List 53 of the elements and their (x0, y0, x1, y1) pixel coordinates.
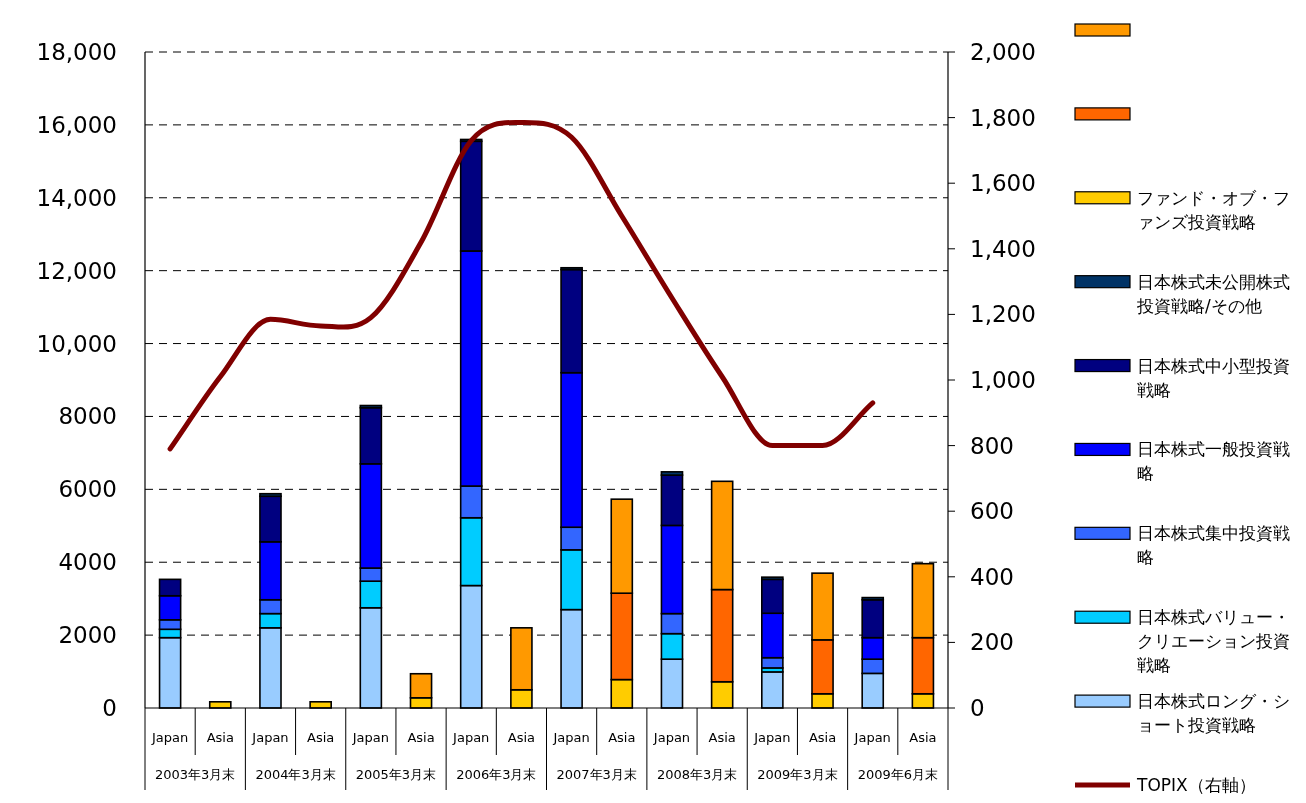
y-tick-label: 4000 (58, 549, 117, 576)
y-tick-label: 14,000 (36, 184, 117, 211)
text: 2004年3月末 (255, 767, 336, 782)
y2-tick-label: 0 (970, 695, 985, 721)
legend-label: TOPIX（右軸） (1136, 775, 1256, 795)
y2-tick-label: 400 (970, 563, 1014, 590)
y2-tick-label: 1,200 (970, 301, 1036, 328)
y2-tick-label: 1,800 (970, 104, 1036, 131)
x-tick-label: Japan (552, 730, 590, 745)
y-tick-label: 12,000 (36, 257, 117, 284)
x-tick-label: Japan (150, 730, 189, 745)
y2-tick-label: 800 (970, 432, 1014, 459)
y2-tick-label: 2,000 (970, 39, 1036, 65)
y-tick-label: 6000 (58, 476, 117, 503)
text: 2008年3月末 (656, 767, 738, 782)
legend-label: 日本株式未公開株式投資戦略/その他 (1136, 271, 1290, 316)
y-tick-label: 18,000 (36, 39, 117, 65)
y2-tick-label: 1,600 (970, 170, 1036, 197)
x-tick-label: Japan (853, 730, 891, 745)
y2-tick-label: 1,400 (970, 235, 1036, 262)
legend-label: 日本株式バリュー・クリエーション投資戦略 (1137, 607, 1290, 676)
x-tick-label: Asia (708, 730, 736, 745)
legend-label: 日本株式中小型投資戦略 (1137, 355, 1290, 400)
x-tick-label: Asia (608, 730, 636, 745)
legend-label: 日本株式一般投資戦略 (1137, 439, 1290, 484)
legend-label: 日本株式集中投資戦略 (1137, 523, 1290, 568)
y-tick-label: 8000 (58, 403, 117, 430)
text: 2003年3月末 (155, 767, 236, 782)
text: 2007年3月末 (556, 767, 637, 782)
x-tick-label: Asia (808, 730, 837, 745)
x-tick-label: Asia (206, 730, 234, 745)
x-tick-label: Japan (351, 730, 389, 745)
y-tick-label: 10,000 (36, 330, 117, 357)
y2-tick-label: 200 (970, 629, 1014, 656)
text: 2009年6月末 (857, 767, 938, 782)
y-tick-label: 0 (102, 695, 117, 721)
text: 2009年3月末 (757, 767, 838, 782)
y2-tick-label: 1,000 (970, 367, 1036, 393)
x-tick-label: Asia (507, 730, 536, 745)
x-tick-label: Asia (909, 730, 937, 745)
text: 2006年3月末 (456, 767, 537, 782)
x-tick-label: Asia (307, 730, 335, 745)
x-tick-label: Japan (452, 730, 490, 745)
y-tick-label: 2000 (58, 622, 117, 649)
x-tick-label: Japan (753, 730, 791, 745)
legend-label: ファンド・オブ・ファンズ投資戦略 (1137, 187, 1290, 232)
text: 2005年3月末 (355, 767, 437, 782)
legend-label: 日本株式ロング・ショート投資戦略 (1137, 691, 1290, 736)
y-tick-label: 16,000 (36, 111, 117, 138)
x-tick-label: Japan (652, 730, 691, 745)
x-tick-label: Asia (407, 730, 435, 745)
y2-tick-label: 600 (970, 498, 1014, 525)
x-tick-label: Japan (251, 730, 289, 745)
